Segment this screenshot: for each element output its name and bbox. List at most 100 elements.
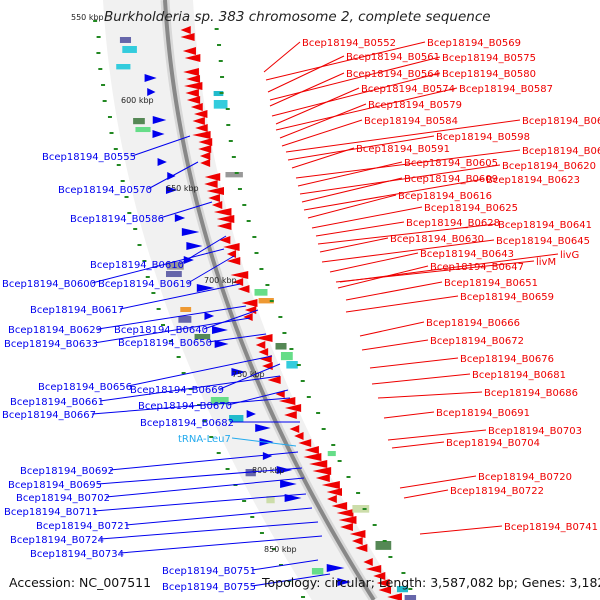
gene-label-right: Bcep18194_B0623	[486, 175, 580, 186]
tick-mark	[254, 252, 259, 254]
gene-label-left: Bcep18194_B0629	[8, 325, 102, 336]
gene-label-left: Bcep18194_B0724	[10, 535, 104, 546]
tick-mark	[237, 188, 242, 190]
tick-mark	[356, 492, 361, 494]
label-connector	[127, 355, 273, 387]
reverse-gene-arrow	[192, 131, 211, 139]
tick-mark	[287, 580, 292, 582]
gene-label-right: Bcep18194_B0580	[442, 69, 536, 80]
reverse-gene-arrow	[195, 124, 208, 132]
label-connector	[269, 72, 345, 107]
label-connector	[271, 72, 441, 117]
forward-gene-arrow	[204, 312, 215, 320]
label-connector	[359, 321, 425, 337]
tick-mark	[382, 540, 387, 542]
gene-label-left: Bcep18194_B0555	[42, 152, 136, 163]
label-connector	[371, 373, 471, 385]
gene-label-right: Bcep18194_B0686	[484, 388, 578, 399]
reverse-gene-arrow	[198, 145, 212, 153]
feature-block	[116, 64, 131, 70]
tick-mark	[306, 396, 311, 398]
tick-mark	[220, 76, 225, 78]
reverse-gene-arrow	[376, 579, 390, 587]
gene-label-right: Bcep18194_B0587	[459, 84, 553, 95]
gene-label-left: Bcep18194_B0656	[38, 382, 132, 393]
tick-mark	[101, 84, 106, 86]
reverse-gene-arrow	[204, 173, 221, 181]
gene-label-right: livG	[560, 250, 579, 261]
gene-label-right: Bcep18194_B0609	[404, 174, 498, 185]
reverse-gene-arrow	[184, 82, 203, 90]
gene-label-right: Bcep18194_B0574	[361, 84, 455, 95]
reverse-gene-arrow	[185, 89, 199, 97]
forward-gene-arrow	[214, 340, 229, 348]
tick-mark	[217, 44, 222, 46]
forward-gene-arrow	[280, 480, 297, 488]
feature-block	[286, 361, 298, 369]
gene-label-right: Bcep18194_B0641	[498, 220, 592, 231]
accession-text: Accession: NC_007511	[9, 575, 152, 590]
label-connector	[159, 201, 213, 219]
gene-label-right: Bcep18194_B0601	[522, 116, 600, 127]
forward-gene-arrow	[152, 116, 167, 124]
gene-label-right: Bcep18194_B0561	[346, 52, 440, 63]
gene-label-left: Bcep18194_B0617	[30, 305, 124, 316]
label-connector	[387, 429, 487, 441]
label-connector	[319, 237, 389, 253]
label-connector	[251, 559, 319, 571]
feature-block	[229, 415, 244, 422]
gene-label-right: Bcep18194_B0681	[472, 370, 566, 381]
tick-mark	[269, 300, 274, 302]
tick-mark	[408, 588, 413, 590]
reverse-gene-arrow	[363, 558, 373, 566]
reverse-gene-arrow	[200, 159, 211, 167]
tick-mark	[234, 172, 239, 174]
feature-block	[178, 316, 192, 323]
tick-mark	[137, 244, 142, 246]
tick-mark	[231, 156, 236, 158]
gene-label-left: Bcep18194_B0721	[36, 521, 130, 532]
reverse-gene-arrow	[387, 593, 402, 600]
label-connector	[361, 339, 429, 351]
gene-label-right: Bcep18194_B0704	[446, 438, 540, 449]
feature-block	[375, 541, 392, 550]
label-connector	[91, 248, 225, 284]
tick-mark	[289, 348, 294, 350]
label-connector	[275, 87, 458, 131]
gene-label-left: Bcep18194_B0633	[4, 339, 98, 350]
tick-mark	[388, 556, 393, 558]
reverse-gene-arrow	[232, 278, 244, 286]
gene-label-right: Bcep18194_B0722	[450, 486, 544, 497]
reverse-gene-arrow	[182, 47, 196, 55]
reverse-gene-arrow	[255, 334, 273, 342]
gene-label-left: Bcep18194_B0755	[162, 582, 256, 593]
tick-mark	[188, 388, 193, 390]
reverse-gene-arrow	[241, 299, 258, 307]
reverse-gene-arrow	[180, 26, 191, 34]
gene-label-left: Bcep18194_B0610	[90, 260, 184, 271]
label-connector	[377, 391, 483, 399]
label-connector	[403, 489, 449, 499]
reverse-gene-arrow	[378, 586, 392, 594]
label-connector	[97, 467, 303, 485]
tick-mark	[278, 564, 283, 566]
gene-label-left: Bcep18194_B0619	[98, 279, 192, 290]
feature-block	[225, 172, 243, 178]
label-connector	[315, 221, 405, 237]
feature-block	[245, 469, 256, 477]
gene-label-right: Bcep18194_B0741	[504, 522, 598, 533]
gene-label-left: tRNA-Leu7	[178, 434, 231, 445]
reverse-gene-arrow	[213, 208, 232, 216]
label-connector	[281, 119, 363, 147]
label-connector	[335, 260, 535, 283]
reverse-gene-arrow	[331, 502, 348, 510]
tick-mark	[219, 92, 224, 94]
label-connector	[295, 149, 521, 179]
gene-label-right: Bcep18194_B0651	[444, 278, 538, 289]
reverse-gene-arrow	[223, 243, 240, 251]
gene-label-right: Bcep18194_B0720	[478, 472, 572, 483]
label-connector	[97, 305, 247, 330]
label-connector	[369, 357, 459, 369]
reverse-gene-arrow	[192, 117, 205, 125]
